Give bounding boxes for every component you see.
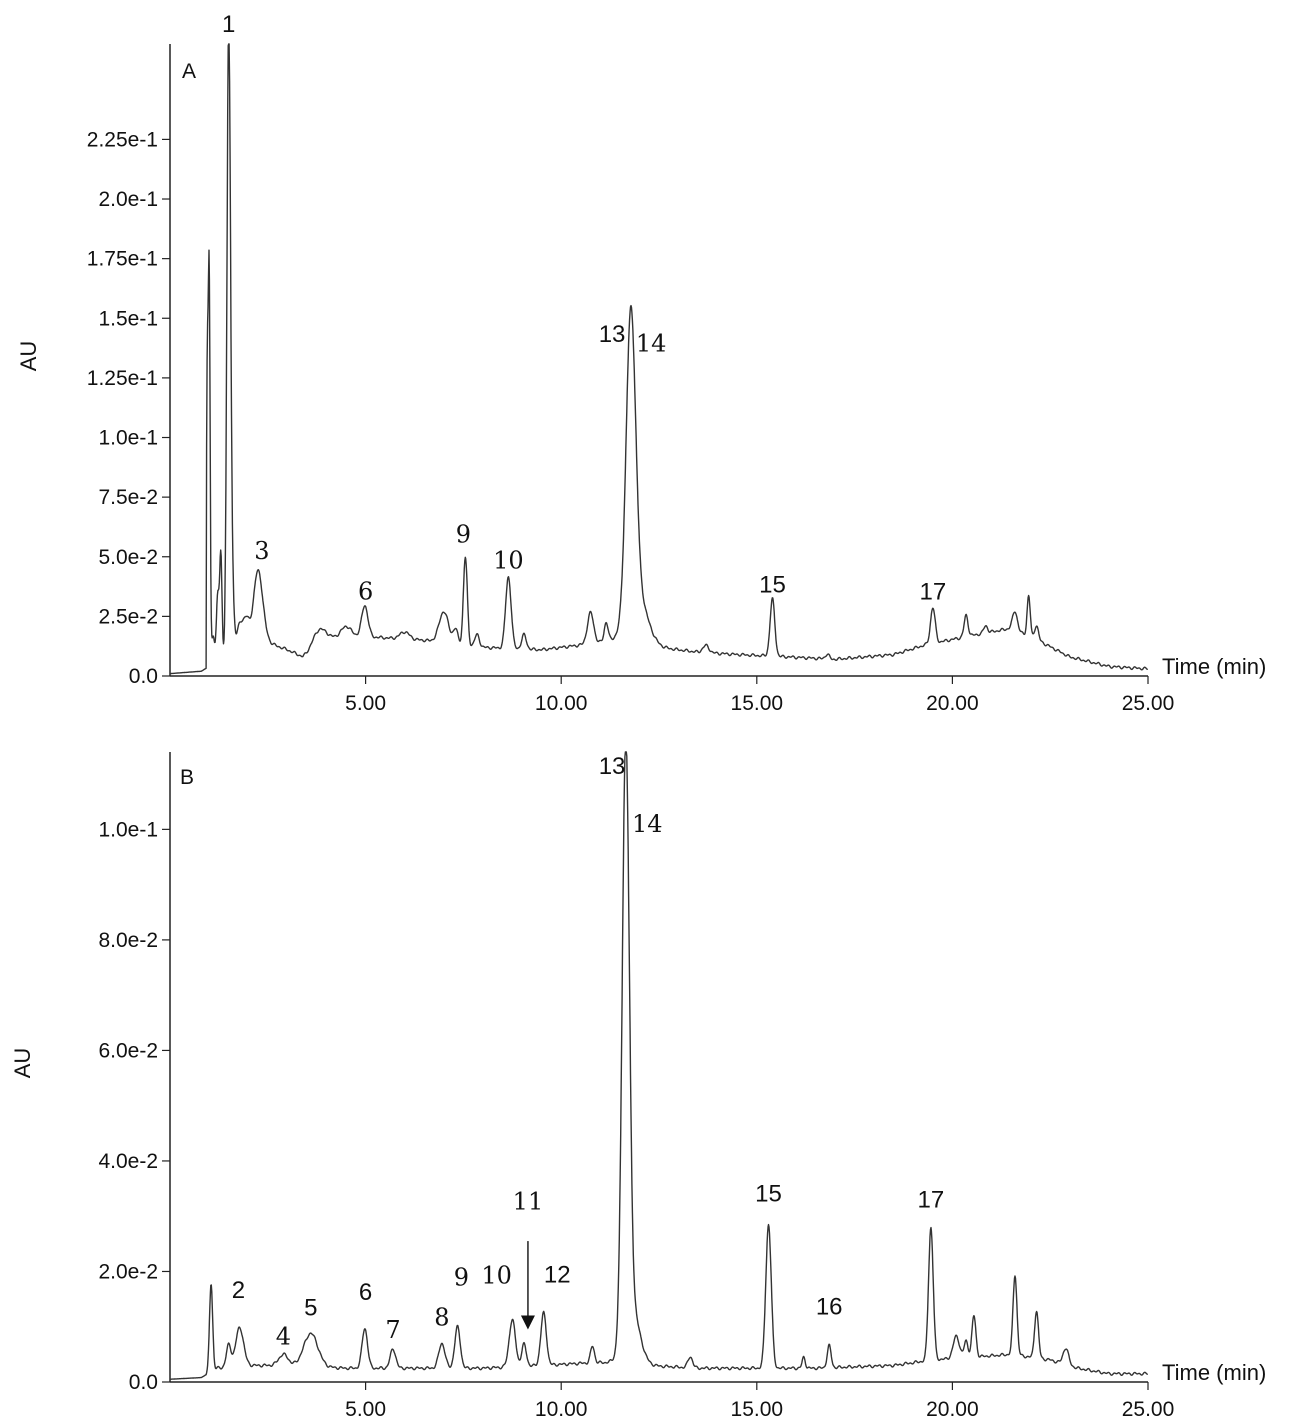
peak-label: 5 — [304, 1295, 317, 1322]
peak-label: 15 — [755, 1180, 782, 1207]
x-tick-label: 25.00 — [1122, 692, 1175, 715]
y-tick-label: 0.0 — [129, 665, 158, 688]
peak-label: 17 — [919, 579, 946, 606]
y-tick-label: 0.0 — [129, 1371, 158, 1394]
x-tick-label: 10.00 — [535, 692, 588, 715]
peak-label: 12 — [544, 1262, 571, 1289]
y-tick-label: 2.0e-1 — [98, 188, 158, 211]
chromatogram-trace — [169, 43, 1149, 675]
panel-b: 0.0 2.0e-2 4.0e-2 6.0e-2 8.0e-2 1.0e-1 5.00 10.… — [10, 751, 1266, 1421]
y-tick-label: 5.0e-2 — [98, 546, 158, 569]
peak-label: 10 — [493, 547, 524, 575]
peak-label: 14 — [632, 810, 663, 838]
peak-label: 3 — [254, 537, 269, 565]
peak-label: 2 — [232, 1277, 245, 1304]
peak-label: 15 — [759, 572, 786, 599]
peak-label: 1 — [222, 11, 235, 38]
y-tick-label: 1.5e-1 — [98, 307, 158, 330]
x-tick-label: 20.00 — [926, 692, 979, 715]
peak-label: 13 — [599, 753, 626, 780]
peak-label: 9 — [454, 1263, 469, 1291]
y-axis-title: AU — [10, 1048, 35, 1079]
peak-label: 10 — [481, 1262, 512, 1290]
peak-label: 9 — [456, 520, 471, 548]
x-tick-label: 10.00 — [535, 1398, 588, 1421]
peak-label: 13 — [599, 321, 626, 348]
y-tick-label: 2.25e-1 — [87, 128, 158, 151]
peak-label: 6 — [358, 578, 373, 606]
peak-arrow-head — [520, 1315, 535, 1330]
y-tick-label: 2.0e-2 — [98, 1260, 158, 1283]
panel-label: B — [180, 766, 194, 789]
x-tick-label: 20.00 — [926, 1398, 979, 1421]
panel-a: 0.0 2.5e-2 5.0e-2 7.5e-2 1.0e-1 1.25e-1 1.5e-1… — [16, 11, 1266, 715]
x-tick-label: 15.00 — [731, 692, 784, 715]
peak-label: 8 — [434, 1304, 449, 1332]
chromatogram-trace — [169, 751, 1149, 1380]
x-tick-label: 25.00 — [1122, 1398, 1175, 1421]
peak-label: 6 — [359, 1279, 372, 1306]
panel-label: A — [182, 60, 196, 83]
x-tick-label: 5.00 — [345, 1398, 386, 1421]
peak-label: 17 — [918, 1186, 945, 1213]
peak-label: 14 — [636, 330, 667, 358]
peak-label: 4 — [276, 1322, 291, 1350]
y-tick-label: 4.0e-2 — [98, 1150, 158, 1173]
y-tick-label: 2.5e-2 — [98, 605, 158, 628]
y-tick-label: 6.0e-2 — [98, 1039, 158, 1062]
y-tick-label: 7.5e-2 — [98, 486, 158, 509]
y-tick-label: 1.25e-1 — [87, 367, 158, 390]
y-tick-label: 1.75e-1 — [87, 248, 158, 271]
y-axis-title: AU — [16, 341, 41, 372]
x-axis-title: Time (min) — [1162, 654, 1266, 679]
x-axis-title: Time (min) — [1162, 1360, 1266, 1385]
x-tick-label: 15.00 — [731, 1398, 784, 1421]
y-tick-label: 8.0e-2 — [98, 929, 158, 952]
peak-label: 16 — [816, 1294, 843, 1321]
y-tick-label: 1.0e-1 — [98, 427, 158, 450]
y-tick-label: 1.0e-1 — [98, 818, 158, 841]
peak-label: 11 — [513, 1188, 544, 1216]
x-tick-label: 5.00 — [345, 692, 386, 715]
peak-label: 7 — [385, 1316, 400, 1344]
